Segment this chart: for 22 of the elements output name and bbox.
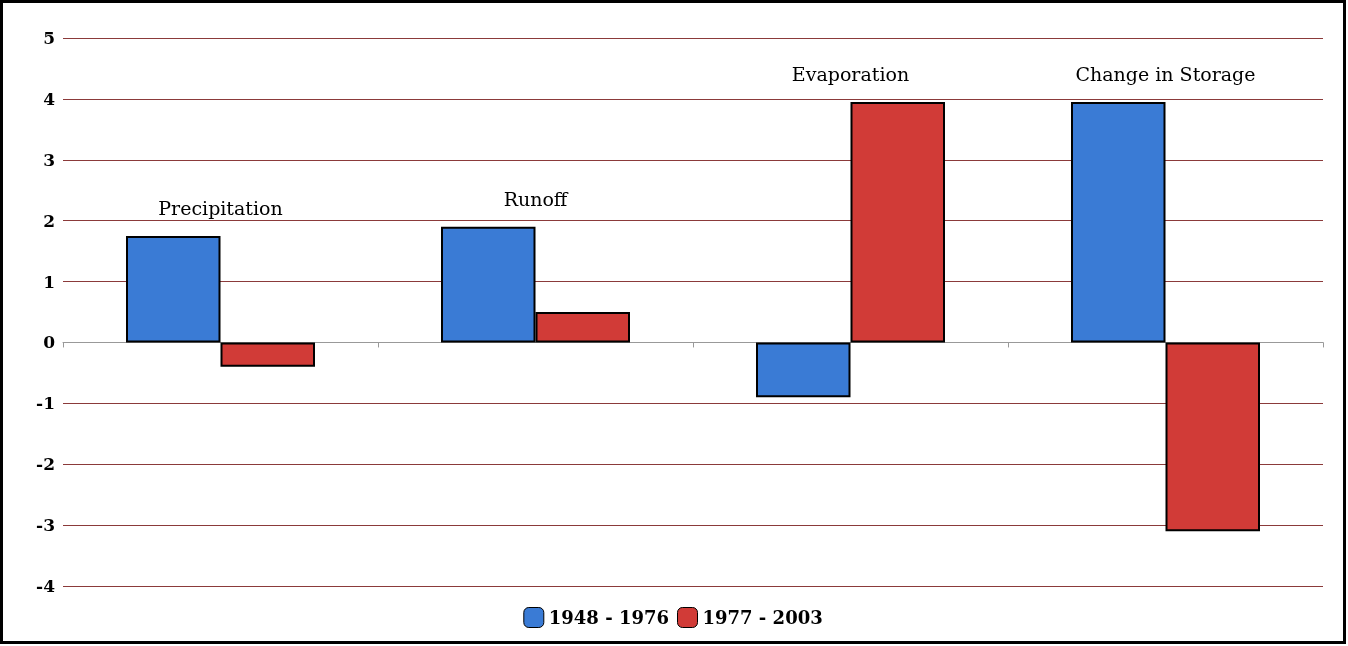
bar — [850, 101, 945, 343]
y-tick-label: 5 — [43, 28, 55, 48]
y-tick-label: 3 — [43, 149, 55, 170]
bar — [220, 342, 315, 367]
bar — [1071, 101, 1166, 343]
legend-label: 1977 - 2003 — [702, 607, 823, 628]
y-tick-label: -2 — [36, 454, 55, 475]
bar — [1165, 342, 1260, 532]
y-tick-label: -4 — [36, 576, 56, 596]
x-tick-label: Runoff — [503, 188, 569, 211]
y-tick-label: 4 — [43, 88, 56, 109]
x-tick-label: Change in Storage — [1075, 63, 1256, 86]
y-tick-label: 1 — [43, 271, 55, 292]
x-tick-label: Precipitation — [158, 197, 283, 220]
y-tick-label: 2 — [43, 210, 55, 231]
x-tick-label: Evaporation — [791, 63, 910, 86]
y-tick-label: -3 — [36, 515, 55, 536]
bar — [756, 342, 851, 398]
y-tick-label: 0 — [43, 332, 56, 353]
legend-label: 1948 - 1976 — [548, 607, 669, 628]
bar — [126, 235, 221, 343]
y-tick-label: -1 — [36, 393, 55, 414]
